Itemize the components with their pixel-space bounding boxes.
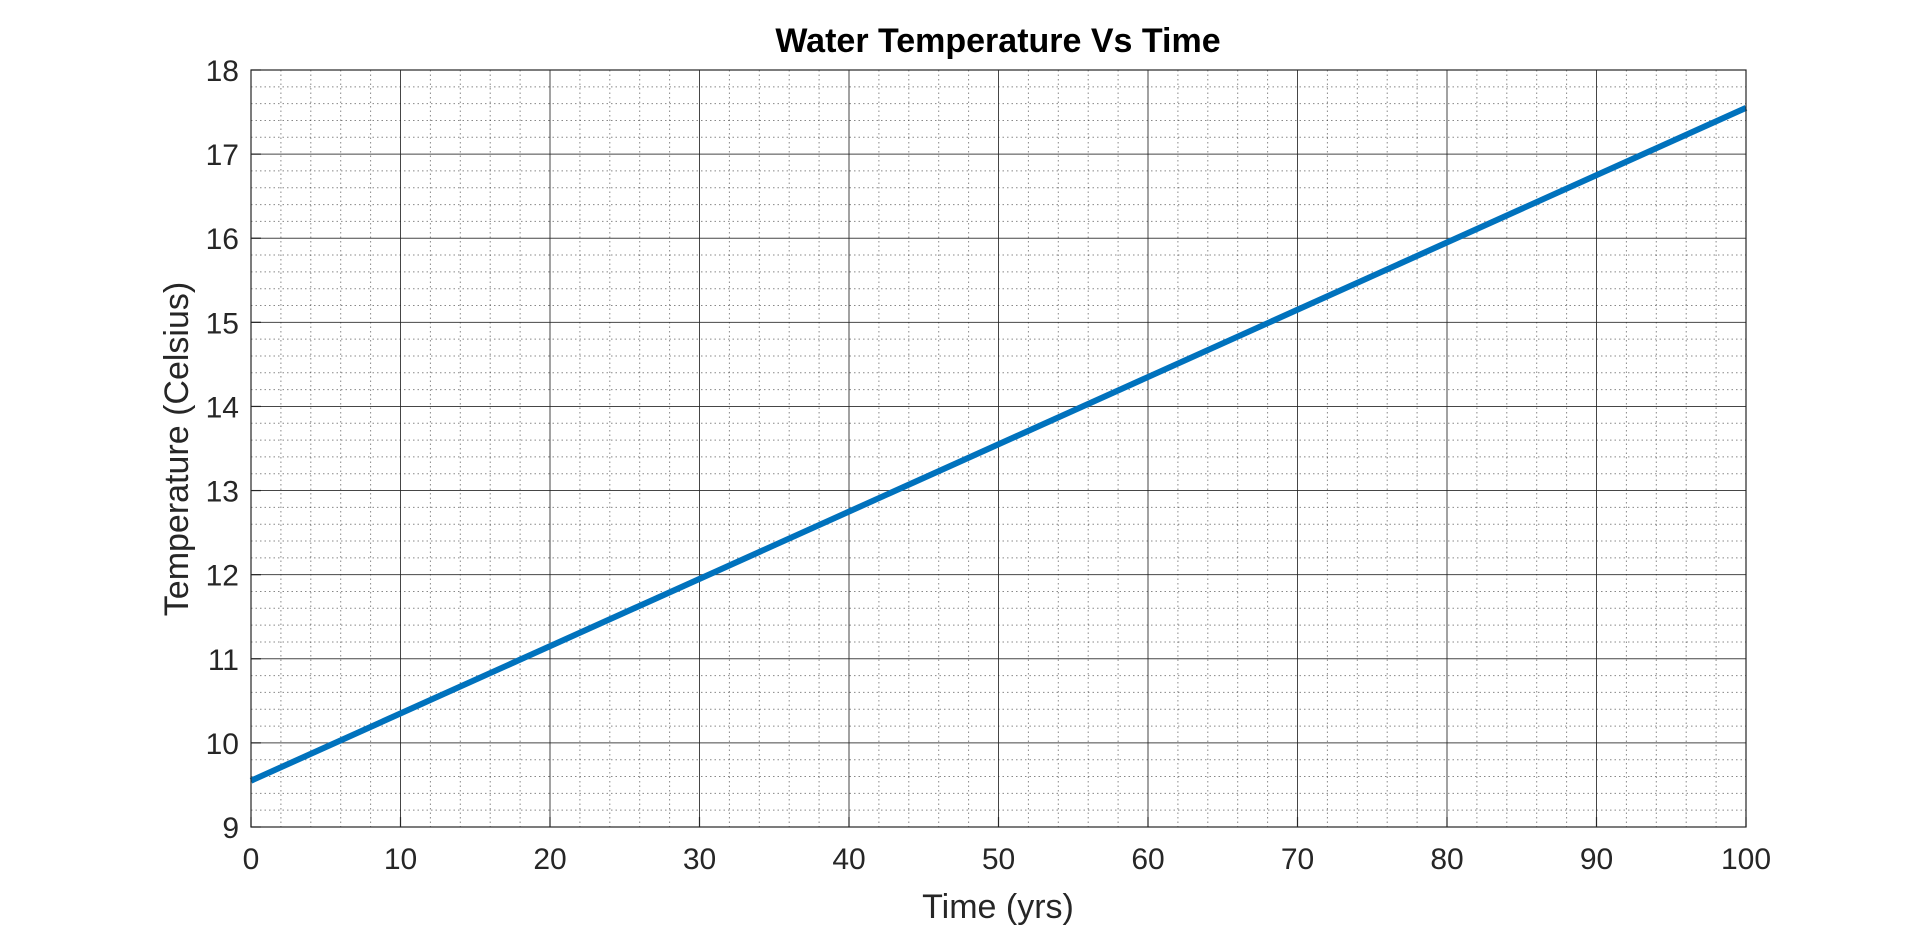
y-tick-label: 14 [206, 391, 239, 424]
y-tick-label: 11 [208, 644, 239, 677]
series-layer [249, 105, 1748, 784]
x-axis-title: Time (yrs) [922, 888, 1074, 926]
chart-title: Water Temperature Vs Time [775, 22, 1220, 60]
y-tick-label: 16 [206, 223, 239, 256]
y-tick-label: 18 [206, 55, 239, 88]
y-tick-label: 17 [206, 139, 239, 172]
y-tick-label: 10 [206, 728, 239, 761]
x-tick-label: 70 [1281, 843, 1314, 876]
x-tick-label: 40 [832, 843, 865, 876]
major-grid [250, 69, 1747, 828]
x-tick-label: 80 [1430, 843, 1463, 876]
x-tick-label: 50 [982, 843, 1015, 876]
y-axis-ticks: 9 10 11 12 13 14 15 16 17 18 [206, 55, 261, 845]
x-tick-label: 100 [1721, 843, 1771, 876]
y-tick-label: 9 [222, 812, 239, 845]
x-tick-label: 0 [243, 843, 260, 876]
series-line-0 [249, 105, 1748, 784]
x-tick-label: 90 [1580, 843, 1613, 876]
x-axis-ticks: 0 10 20 30 40 50 60 70 80 90 100 [243, 817, 1771, 876]
x-tick-label: 60 [1131, 843, 1164, 876]
y-tick-label: 15 [206, 307, 239, 340]
y-tick-label: 13 [206, 476, 239, 509]
x-tick-label: 10 [384, 843, 417, 876]
x-tick-label: 30 [683, 843, 716, 876]
y-tick-label: 12 [206, 560, 239, 593]
x-tick-label: 20 [533, 843, 566, 876]
y-axis-title: Temperature (Celsius) [158, 282, 196, 616]
